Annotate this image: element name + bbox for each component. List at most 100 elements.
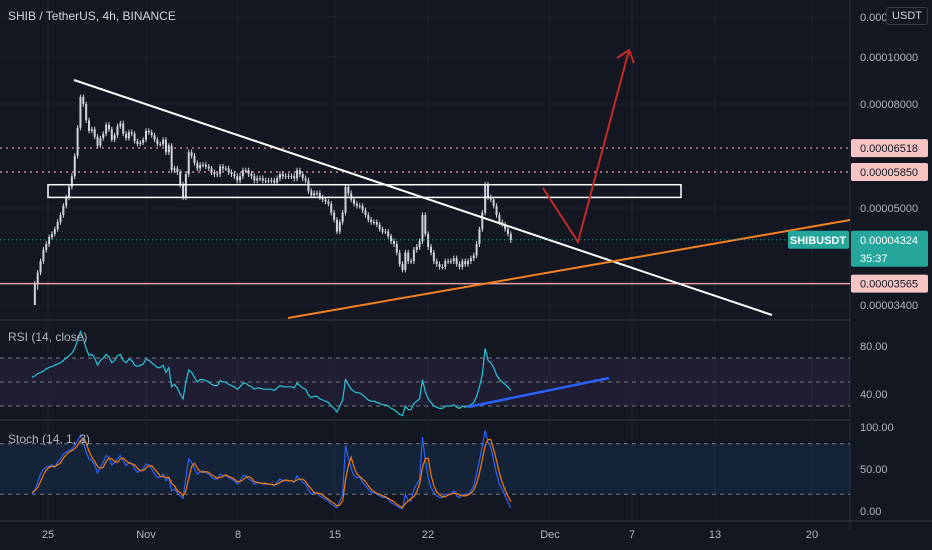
candle-body	[481, 212, 484, 230]
currency-button[interactable]: USDT	[886, 7, 928, 25]
candle-body	[421, 215, 424, 242]
candle-body	[122, 123, 125, 134]
candle-body	[370, 219, 373, 223]
candle-body	[475, 244, 478, 256]
candle-body	[304, 178, 307, 181]
stoch-tick-label: 100.00	[860, 422, 894, 434]
x-tick-label: 15	[329, 529, 341, 541]
candle-body	[68, 186, 71, 198]
candle-body	[395, 244, 398, 253]
candle-body	[412, 249, 415, 262]
candle-body	[506, 229, 509, 234]
candle-body	[82, 96, 85, 104]
candle-body	[489, 197, 492, 200]
candle-body	[42, 249, 45, 262]
stoch-band	[0, 443, 850, 495]
candle-body	[449, 261, 452, 263]
candle-body	[404, 252, 407, 270]
price-level-label: 0.00003565	[860, 279, 918, 291]
candle-body	[498, 215, 501, 223]
candle-body	[316, 193, 318, 195]
candle-body	[224, 168, 227, 170]
candle-body	[341, 212, 344, 223]
y-tick-label: 0.00010000	[860, 52, 918, 64]
candle-body	[76, 127, 79, 156]
candle-body	[207, 166, 210, 169]
candle-body	[162, 139, 165, 145]
candle-body	[119, 123, 122, 127]
candle-body	[150, 132, 153, 136]
candle-body	[50, 233, 53, 238]
candle-body	[110, 129, 113, 140]
candle-body	[353, 199, 356, 204]
candle-body	[464, 261, 467, 265]
candle-body	[410, 261, 413, 263]
x-tick-label: 7	[629, 529, 635, 541]
candle-body	[219, 166, 222, 175]
candle-body	[70, 176, 73, 187]
candle-body	[33, 284, 36, 305]
candle-body	[484, 184, 487, 213]
candle-body	[264, 180, 267, 182]
candle-body	[418, 241, 421, 247]
current-price-label: 0.00004324	[860, 235, 918, 247]
candle-body	[156, 139, 159, 145]
stoch-d-line	[31, 438, 512, 509]
candle-body	[318, 193, 321, 198]
y-tick-label: 0.00008000	[860, 99, 918, 111]
candle-body	[350, 193, 353, 200]
candle-body	[284, 176, 287, 178]
candle-body	[478, 229, 481, 245]
price-level-label: 0.00005850	[860, 167, 918, 179]
candle-body	[113, 135, 116, 140]
candle-body	[196, 163, 199, 169]
candle-body	[392, 241, 395, 245]
candle-body	[116, 126, 119, 136]
candle-body	[278, 174, 281, 179]
candle-body	[244, 170, 247, 172]
candle-body	[327, 201, 330, 204]
candle-body	[335, 219, 338, 232]
candle-body	[344, 186, 347, 213]
candle-body	[452, 258, 455, 262]
candle-body	[204, 164, 207, 167]
candle-body	[375, 222, 378, 225]
candle-body	[184, 174, 187, 198]
candle-body	[378, 224, 381, 230]
candle-body	[56, 222, 59, 230]
projection-arrow	[542, 49, 630, 245]
candle-body	[199, 164, 202, 169]
candle-body	[261, 178, 264, 181]
candle-body	[355, 203, 358, 206]
x-tick-label: 8	[235, 529, 241, 541]
candle-body	[167, 145, 170, 153]
candle-body	[164, 139, 167, 153]
candle-body	[447, 261, 450, 263]
candle-body	[147, 130, 150, 133]
rsi-line	[31, 329, 512, 417]
candle-body	[424, 215, 427, 234]
candles	[33, 94, 512, 305]
candle-body	[407, 252, 410, 262]
stoch-tick-label: 50.00	[860, 464, 888, 476]
candle-body	[90, 129, 93, 131]
candle-body	[472, 255, 475, 259]
candle-body	[45, 244, 48, 250]
candle-body	[96, 136, 99, 146]
x-tick-label: Dec	[540, 529, 560, 541]
candle-body	[39, 261, 42, 273]
candle-body	[142, 139, 145, 143]
candle-body	[267, 180, 270, 182]
candle-body	[247, 170, 250, 175]
price-level-tag	[851, 163, 928, 181]
price-level-tag	[851, 274, 928, 293]
candle-body	[307, 180, 310, 192]
candle-body	[159, 144, 162, 146]
resistance-zone-rectangle	[47, 183, 682, 199]
candle-body	[241, 170, 244, 177]
rsi-tick-label: 80.00	[860, 341, 888, 353]
candle-body	[256, 178, 259, 181]
rsi-tick-label: 40.00	[860, 389, 888, 401]
